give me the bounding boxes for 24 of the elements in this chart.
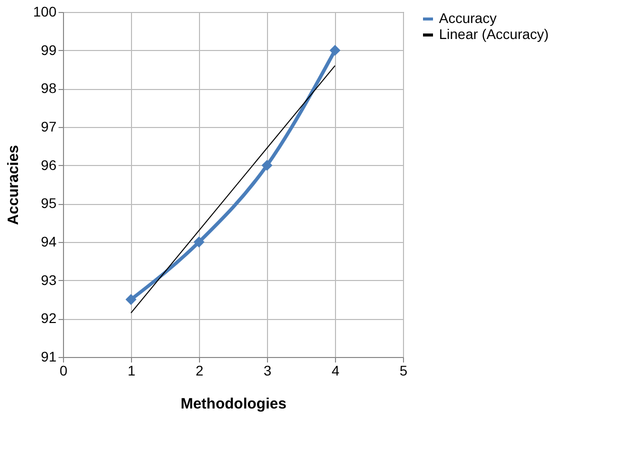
x-tick-label: 4 (332, 362, 340, 378)
point (194, 236, 204, 248)
y-tick-label: 99 (40, 42, 57, 58)
x-axis-title: Methodologies (180, 396, 286, 412)
y-tick-label: 93 (40, 272, 57, 288)
y-tick-label: 100 (33, 4, 57, 20)
y-tick-label: 97 (40, 118, 57, 134)
y-tick-label: 95 (40, 195, 57, 212)
y-tick-label: 94 (40, 234, 57, 250)
x-tick-label: 5 (400, 362, 408, 378)
y-axis-title: Accuracies (5, 144, 22, 226)
point (330, 44, 340, 56)
y-tick-label: 91 (40, 348, 57, 364)
x-tick-label: 2 (196, 362, 204, 378)
point (262, 160, 272, 171)
y-tick-label: 96 (40, 156, 57, 173)
x-tick-label: 3 (264, 362, 272, 378)
point (126, 294, 136, 305)
legend-label: Linear (Accuracy) (439, 26, 549, 42)
x-tick-label: 1 (128, 362, 136, 378)
legend-label: Accuracy (439, 10, 497, 26)
y-tick-label: 98 (40, 80, 57, 96)
y-tick-label: 92 (40, 310, 57, 326)
x-tick-label: 0 (60, 362, 68, 378)
